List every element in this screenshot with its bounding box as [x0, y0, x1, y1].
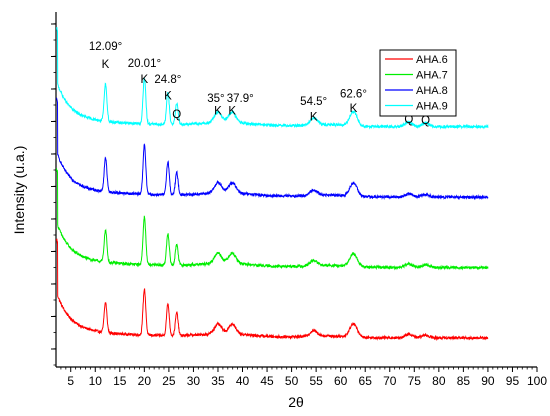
peak-annotation: 20.01° [128, 58, 161, 70]
y-ticks [51, 23, 56, 366]
x-tick-label: 10 [89, 374, 103, 388]
x-ticks [60, 367, 538, 372]
series-line-aha-7 [56, 168, 489, 271]
peak-annotation: 54.5° [300, 96, 327, 108]
legend-label: AHA.8 [416, 85, 448, 97]
legend-label: AHA.6 [416, 54, 448, 66]
legend: AHA.6 AHA.7 AHA.8 AHA.9 [379, 49, 457, 117]
series-line-aha-9 [56, 26, 489, 130]
x-tick-label: 90 [481, 374, 495, 388]
x-tick-label: 95 [506, 374, 520, 388]
x-tick-label: 15 [113, 374, 127, 388]
legend-label: AHA.7 [416, 70, 448, 82]
series-line-aha-8 [56, 97, 489, 201]
peak-annotation: K [164, 90, 172, 102]
x-tick-label: 100 [527, 374, 547, 388]
x-tick-label: 25 [162, 374, 176, 388]
peak-annotation: K [310, 112, 318, 124]
legend-label: AHA.9 [416, 101, 448, 113]
x-tick-label: 50 [285, 374, 299, 388]
peak-annotation: Q [421, 115, 430, 127]
x-tick-label: 75 [408, 374, 422, 388]
y-axis-title: Intensity (u.a.) [11, 146, 27, 235]
peak-annotation: 37.9° [227, 93, 254, 105]
peak-annotation: 24.8° [154, 74, 181, 86]
peak-annotation: K [228, 105, 236, 117]
x-tick-label: 20 [138, 374, 152, 388]
x-tick-label: 60 [334, 374, 348, 388]
x-tick-label: 70 [383, 374, 397, 388]
peak-annotation: Q [404, 114, 413, 126]
x-tick-label: 65 [359, 374, 373, 388]
x-tick-label: 5 [67, 374, 74, 388]
x-tick-label: 80 [432, 374, 446, 388]
x-tick-label: 55 [309, 374, 323, 388]
peak-annotation: K [214, 105, 222, 117]
x-tick-label: 35 [211, 374, 225, 388]
x-tick-label: 30 [187, 374, 201, 388]
peak-annotation: K [102, 59, 110, 71]
x-tick-label: 45 [260, 374, 274, 388]
series-lines [56, 26, 489, 341]
peak-annotation: K [350, 103, 358, 115]
peak-annotation: 62.6° [340, 89, 367, 101]
x-tick-label: 85 [457, 374, 471, 388]
x-tick-label: 40 [236, 374, 250, 388]
x-axis-title: 2θ [288, 394, 304, 410]
peak-annotation: 12.09° [89, 41, 122, 53]
x-tick-labels: 5 10 15 20 25 30 35 40 45 50 55 60 65 70 75 80 85 90 95 100 [67, 374, 547, 388]
series-line-aha-6 [56, 238, 489, 341]
peak-annotation: 35° [207, 93, 224, 105]
peak-annotation: K [141, 74, 149, 86]
peak-annotation: Q [172, 109, 181, 121]
legend-box [379, 49, 457, 117]
